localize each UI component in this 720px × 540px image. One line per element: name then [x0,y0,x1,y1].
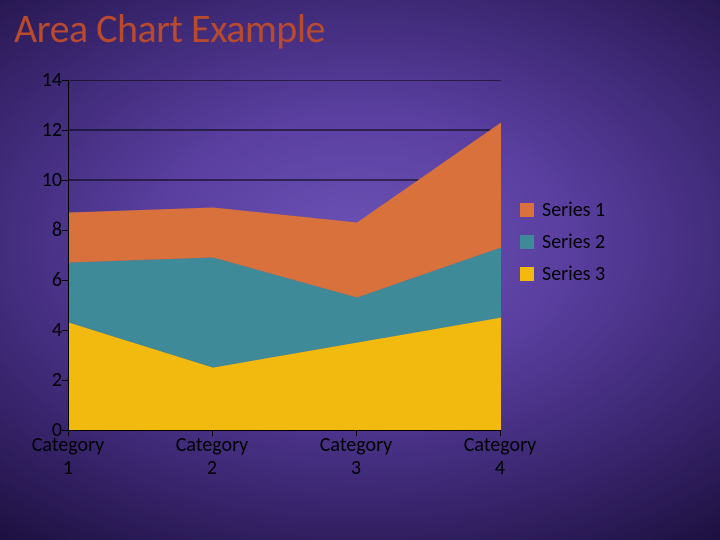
legend-swatch [520,267,534,281]
legend-item: Series 2 [520,230,605,254]
y-tick-label: 10 [42,168,62,192]
y-tick-label: 8 [52,218,62,242]
legend-label: Series 1 [542,198,605,222]
legend-label: Series 2 [542,230,605,254]
x-tick-label: Category2 [158,434,266,480]
y-axis: 02468101214 [20,80,68,430]
legend: Series 1 Series 2 Series 3 [520,190,605,294]
legend-swatch [520,203,534,217]
slide-title: Area Chart Example [14,4,325,53]
legend-item: Series 3 [520,262,605,286]
slide: Area Chart Example 02468101214 Category1… [0,0,720,540]
y-tick-label: 6 [52,268,62,292]
x-tick-label: Category3 [302,434,410,480]
x-axis: Category1Category2Category3Category4 [68,434,500,490]
x-tick-label: Category4 [446,434,554,480]
x-tick-label: Category1 [14,434,122,480]
y-tick-label: 2 [52,368,62,392]
y-tick-label: 14 [42,68,62,92]
legend-label: Series 3 [542,262,605,286]
y-tick-label: 4 [52,318,62,342]
legend-swatch [520,235,534,249]
y-tick-label: 12 [42,118,62,142]
legend-item: Series 1 [520,198,605,222]
chart-svg [69,80,501,430]
stacked-areas [69,123,501,431]
area-chart: 02468101214 Category1Category2Category3C… [20,80,680,500]
plot-area [68,80,501,431]
